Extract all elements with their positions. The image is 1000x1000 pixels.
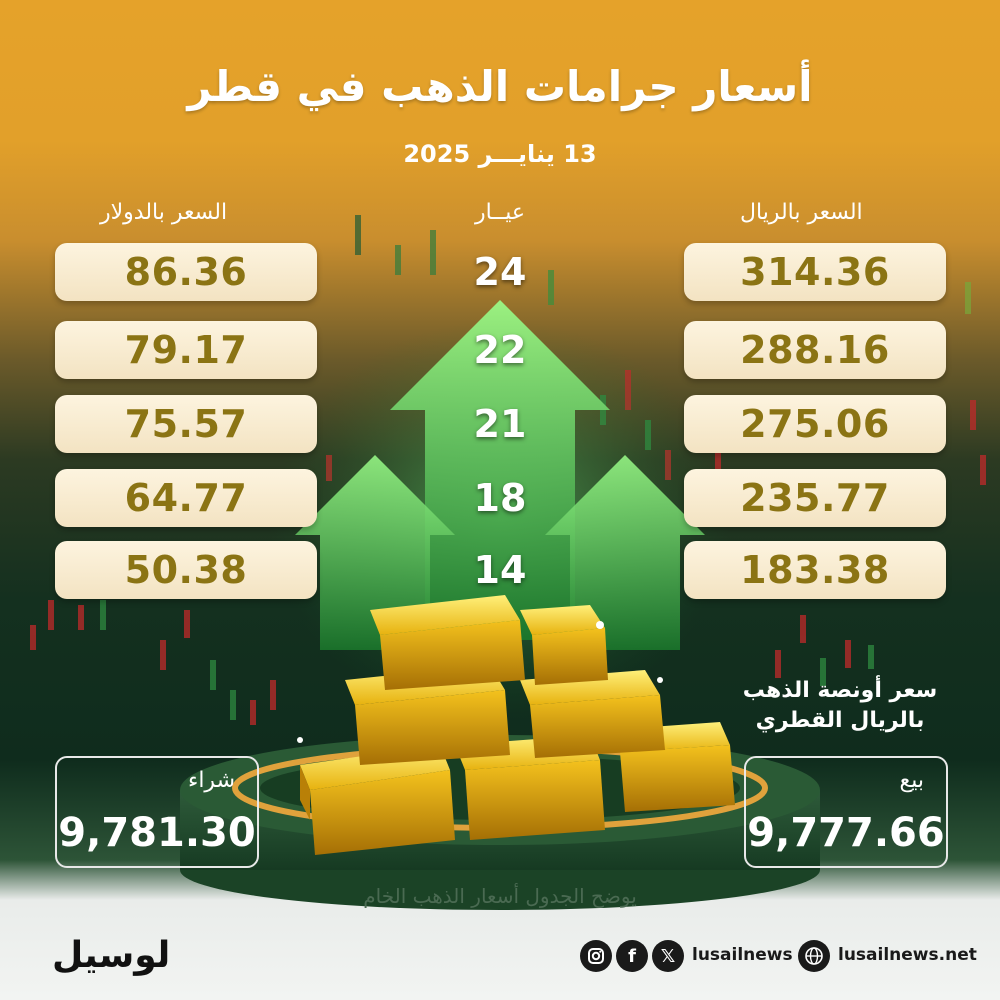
- qar-price-cell: 235.77: [684, 469, 946, 527]
- facebook-icon[interactable]: f: [616, 940, 648, 972]
- sell-value: 9,777.66: [747, 810, 945, 856]
- usd-price-cell: 64.77: [55, 469, 317, 527]
- usd-price-cell: 75.57: [55, 395, 317, 453]
- usd-price-cell: 50.38: [55, 541, 317, 599]
- karat-value: 24: [473, 250, 527, 294]
- buy-price-box: شراء 9,781.30: [55, 756, 259, 868]
- instagram-icon[interactable]: [580, 940, 612, 972]
- ounce-title-line2: بالريال القطري: [755, 708, 925, 733]
- sell-price-box: بيع 9,777.66: [744, 756, 948, 868]
- footnote: يوضح الجدول أسعار الذهب الخام: [363, 884, 637, 908]
- karat-column-header: عيــار: [475, 200, 525, 225]
- karat-value: 21: [473, 402, 527, 446]
- qar-price-value: 235.77: [740, 476, 890, 520]
- sell-label: بيع: [899, 768, 924, 793]
- buy-label: شراء: [187, 768, 235, 793]
- social-handle[interactable]: lusailnews: [692, 945, 793, 965]
- qar-price-cell: 183.38: [684, 541, 946, 599]
- rising-arrows: [295, 300, 705, 650]
- x-icon[interactable]: 𝕏: [652, 940, 684, 972]
- date-label: 13 ينايـــر 2025: [403, 140, 597, 168]
- qar-price-cell: 314.36: [684, 243, 946, 301]
- usd-price-cell: 79.17: [55, 321, 317, 379]
- qar-column-header: السعر بالريال: [740, 200, 863, 225]
- ounce-price-title: سعر أونصة الذهب بالريال القطري: [740, 676, 940, 736]
- lusail-logo: لوسيل: [52, 935, 171, 976]
- usd-price-cell: 86.36: [55, 243, 317, 301]
- qar-price-cell: 288.16: [684, 321, 946, 379]
- karat-value: 14: [473, 548, 527, 592]
- ounce-title-line1: سعر أونصة الذهب: [742, 678, 938, 703]
- usd-price-value: 75.57: [124, 402, 248, 446]
- usd-column-header: السعر بالدولار: [100, 200, 228, 225]
- qar-price-value: 288.16: [740, 328, 890, 372]
- qar-price-cell: 275.06: [684, 395, 946, 453]
- gold-bars: [297, 595, 735, 855]
- buy-value: 9,781.30: [58, 810, 256, 856]
- usd-price-value: 79.17: [124, 328, 248, 372]
- qar-price-value: 314.36: [740, 250, 890, 294]
- page-title: أسعار جرامات الذهب في قطر: [187, 62, 813, 111]
- karat-value: 22: [473, 328, 527, 372]
- usd-price-value: 64.77: [124, 476, 248, 520]
- usd-price-value: 50.38: [124, 548, 248, 592]
- website-link[interactable]: lusailnews.net: [838, 945, 977, 965]
- globe-icon[interactable]: [798, 940, 830, 972]
- karat-value: 18: [473, 476, 527, 520]
- usd-price-value: 86.36: [124, 250, 248, 294]
- qar-price-value: 183.38: [740, 548, 890, 592]
- qar-price-value: 275.06: [740, 402, 890, 446]
